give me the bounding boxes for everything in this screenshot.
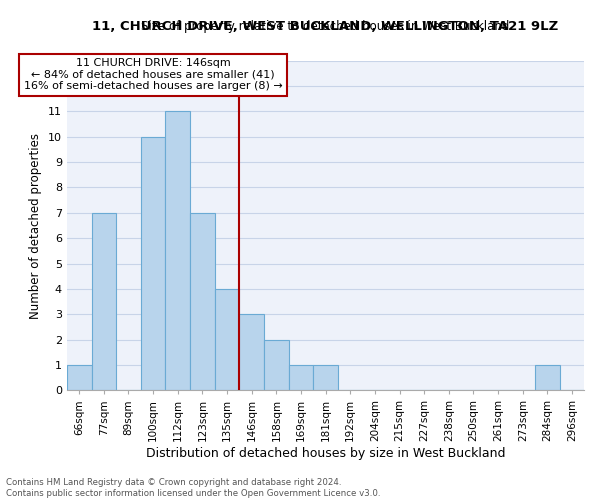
Bar xyxy=(239,314,264,390)
Y-axis label: Number of detached properties: Number of detached properties xyxy=(29,132,43,318)
Bar xyxy=(166,112,190,390)
Title: Size of property relative to detached houses in West Buckland: Size of property relative to detached ho… xyxy=(142,20,510,33)
Bar xyxy=(215,289,239,390)
Bar xyxy=(264,340,289,390)
Bar xyxy=(535,365,560,390)
Bar xyxy=(141,137,166,390)
Text: 11 CHURCH DRIVE: 146sqm
← 84% of detached houses are smaller (41)
16% of semi-de: 11 CHURCH DRIVE: 146sqm ← 84% of detache… xyxy=(24,58,283,92)
Text: Contains HM Land Registry data © Crown copyright and database right 2024.
Contai: Contains HM Land Registry data © Crown c… xyxy=(6,478,380,498)
X-axis label: Distribution of detached houses by size in West Buckland: Distribution of detached houses by size … xyxy=(146,447,505,460)
Bar xyxy=(289,365,313,390)
Bar xyxy=(190,213,215,390)
Bar xyxy=(313,365,338,390)
Bar xyxy=(67,365,92,390)
Bar xyxy=(92,213,116,390)
Text: 11, CHURCH DRIVE, WEST BUCKLAND, WELLINGTON, TA21 9LZ: 11, CHURCH DRIVE, WEST BUCKLAND, WELLING… xyxy=(92,20,559,32)
